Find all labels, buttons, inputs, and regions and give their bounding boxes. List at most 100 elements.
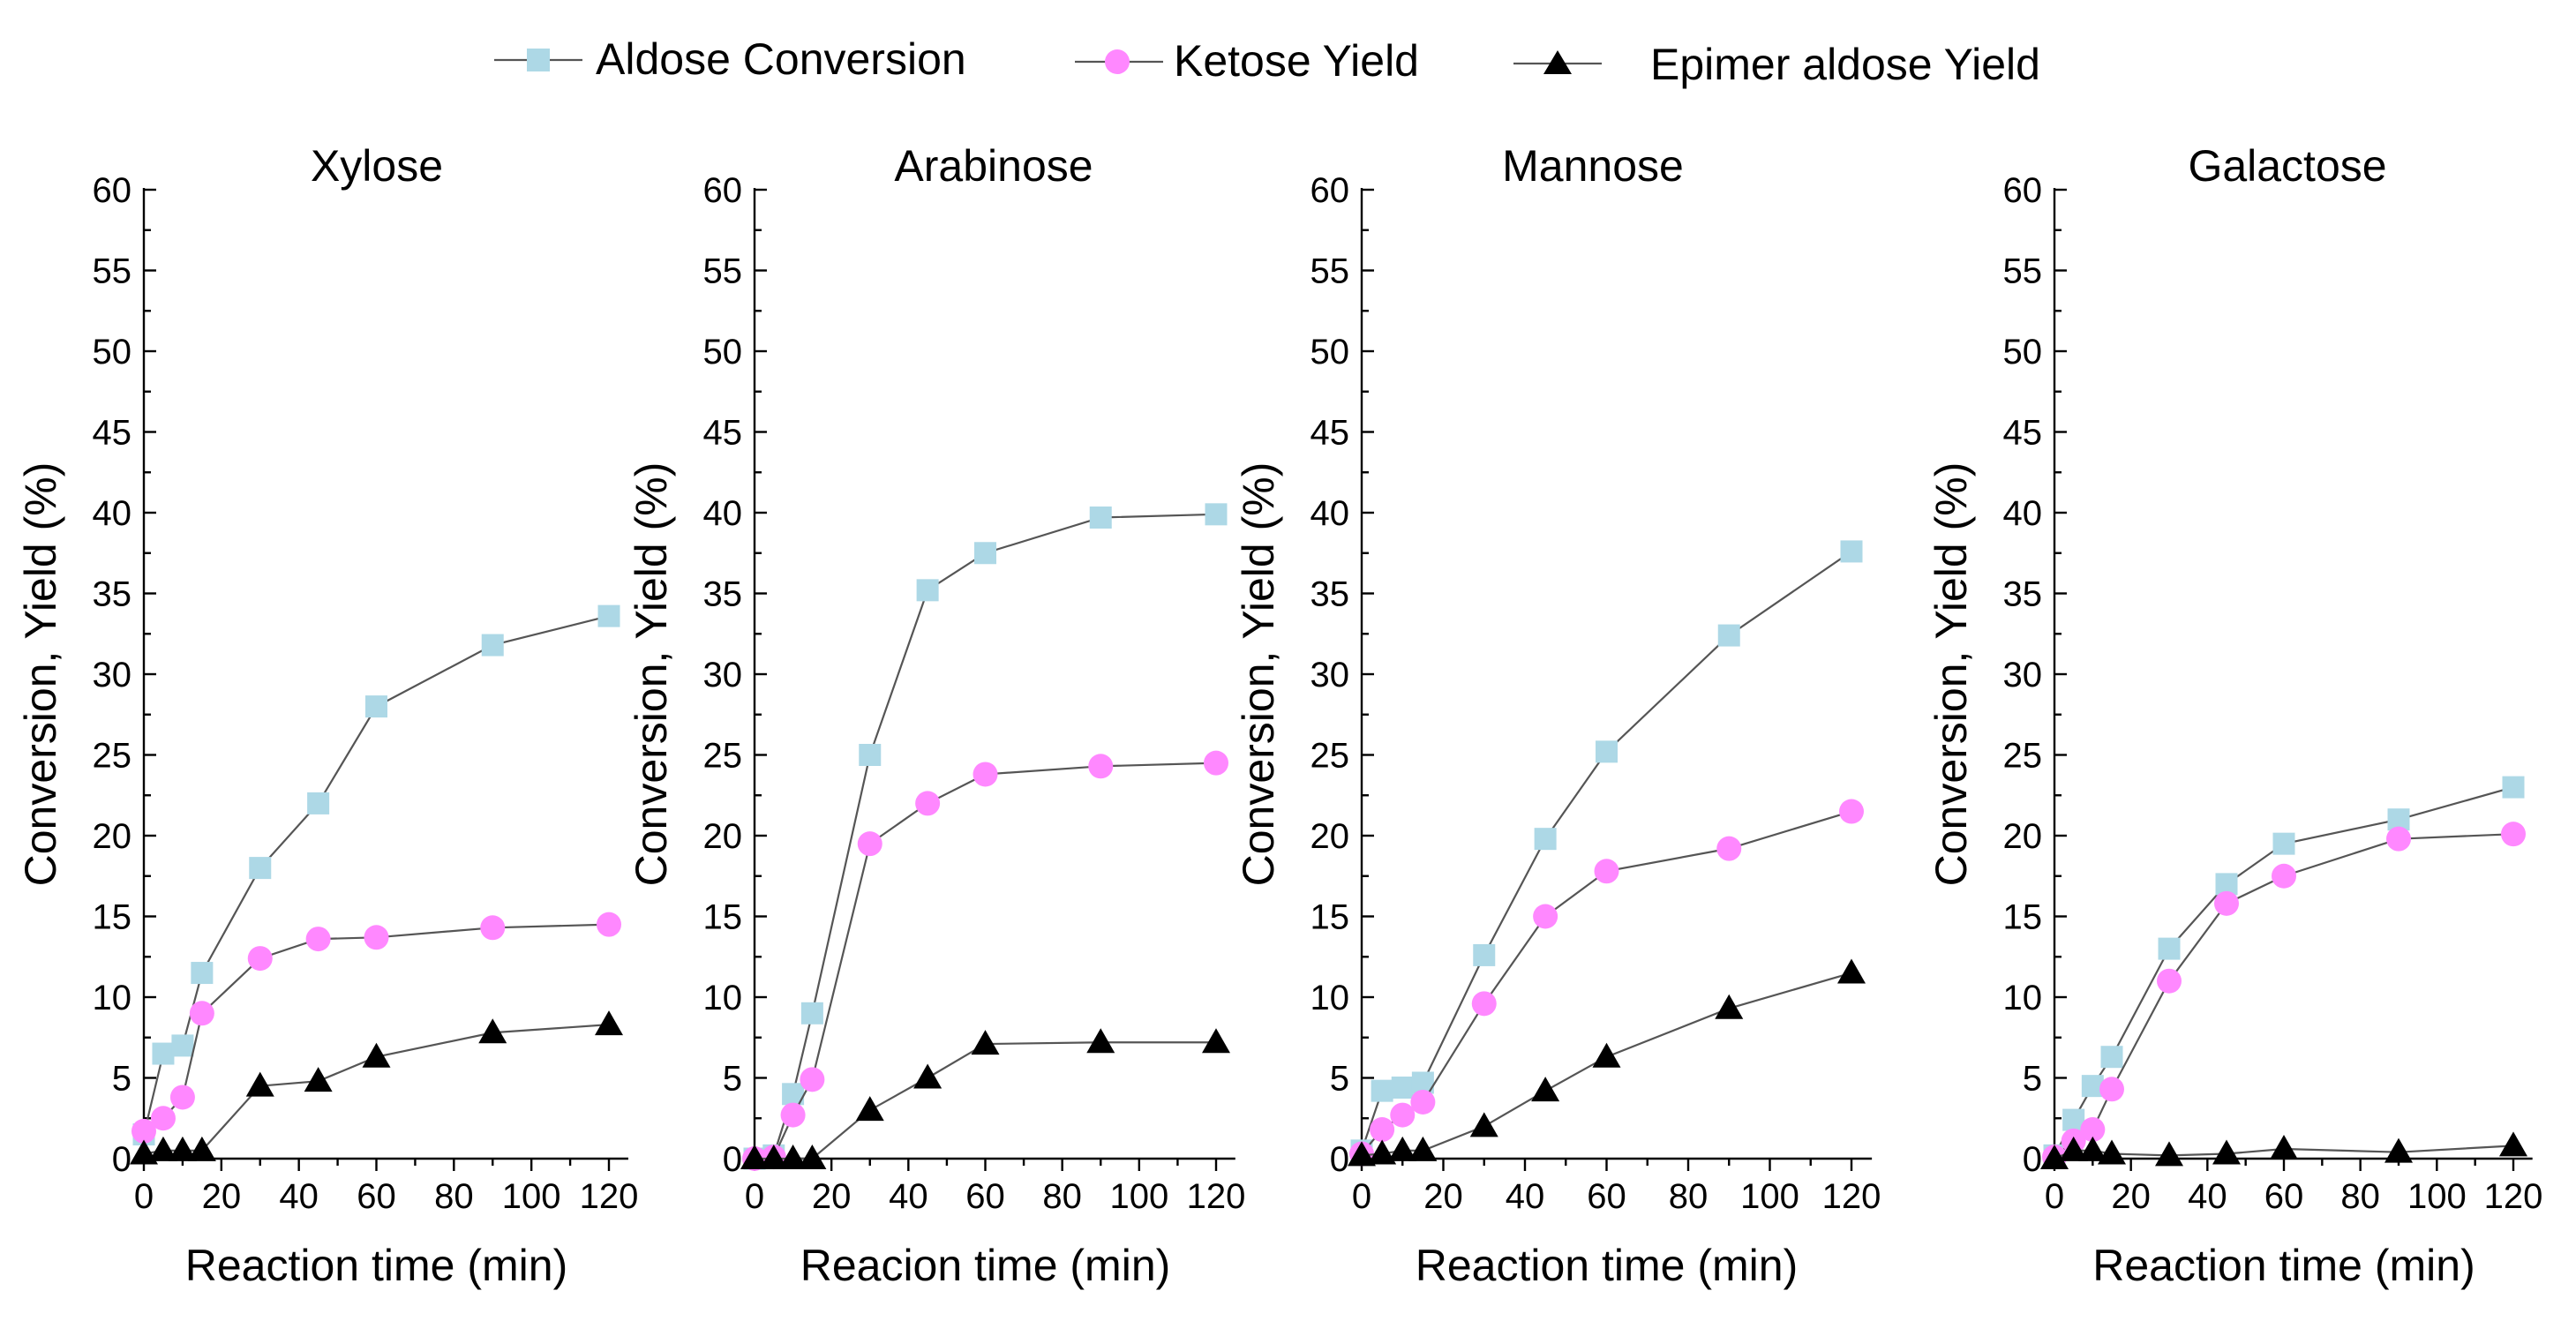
y-axis-label-galactose: Conversion, Yield (%) xyxy=(1926,462,1976,887)
y-tick-label-galactose: 0 xyxy=(2023,1140,2042,1179)
data-point-epimer-aldose-yield xyxy=(1202,1028,1230,1054)
y-tick-label-xylose: 50 xyxy=(93,333,132,372)
data-point-ketose-yield xyxy=(1594,859,1619,884)
data-point-aldose-conversion xyxy=(2158,937,2181,960)
data-point-ketose-yield xyxy=(169,1085,195,1110)
panel-xylose: 0 5 10 15 20 25 30 35 40 45 50 55 60 0 20 40 60 80 100 120 X… xyxy=(16,141,638,1290)
data-point-ketose-yield xyxy=(189,1001,214,1026)
data-point-aldose-conversion xyxy=(1089,506,1112,529)
x-axis-label-galactose: Reaction time (min) xyxy=(2092,1241,2475,1290)
y-tick-label-mannose: 10 xyxy=(1311,979,1350,1017)
data-point-epimer-aldose-yield xyxy=(759,1145,788,1169)
data-point-epimer-aldose-yield xyxy=(798,1145,827,1169)
y-tick-label-arabinose: 45 xyxy=(703,414,743,453)
data-point-epimer-aldose-yield xyxy=(2040,1145,2069,1169)
data-point-aldose-conversion xyxy=(597,604,620,627)
x-tick-label-galactose: 0 xyxy=(2045,1177,2064,1216)
data-point-aldose-conversion xyxy=(1840,540,1863,563)
y-tick-label-arabinose: 15 xyxy=(703,898,743,937)
data-point-aldose-conversion xyxy=(2502,776,2525,799)
data-point-ketose-yield xyxy=(1390,1102,1416,1128)
panel-galactose: 0 5 10 15 20 25 30 35 40 45 50 55 60 0 20 40 60 80 100 120 G… xyxy=(1926,141,2542,1290)
data-point-epimer-aldose-yield xyxy=(2078,1136,2107,1161)
y-tick-label-galactose: 20 xyxy=(2003,817,2043,856)
y-tick-label-arabinose: 25 xyxy=(703,737,743,776)
data-point-ketose-yield xyxy=(1471,991,1497,1017)
data-point-epimer-aldose-yield xyxy=(362,1042,391,1068)
data-point-aldose-conversion xyxy=(365,695,387,718)
y-tick-label-arabinose: 55 xyxy=(703,252,743,291)
y-tick-label-galactose: 45 xyxy=(2003,414,2043,453)
data-point-aldose-conversion xyxy=(859,744,882,766)
data-point-ketose-yield xyxy=(364,925,389,950)
data-point-ketose-yield xyxy=(800,1067,825,1092)
data-point-epimer-aldose-yield xyxy=(148,1136,177,1161)
data-point-ketose-yield xyxy=(1839,799,1864,824)
panel-arabinose: 0 5 10 15 20 25 30 35 40 45 50 55 60 0 20 40 60 80 100 120 A… xyxy=(627,141,1245,1290)
data-point-aldose-conversion xyxy=(800,1002,823,1025)
y-tick-label-mannose: 5 xyxy=(1330,1060,1349,1099)
data-point-aldose-conversion xyxy=(916,579,939,602)
data-point-ketose-yield xyxy=(597,912,621,937)
y-tick-label-galactose: 15 xyxy=(2003,898,2043,937)
data-point-epimer-aldose-yield xyxy=(2384,1137,2413,1163)
data-point-ketose-yield xyxy=(131,1118,156,1144)
series-line-epimer-aldose-yield-arabinose xyxy=(755,1041,1216,1160)
data-point-aldose-conversion xyxy=(171,1034,194,1057)
data-point-epimer-aldose-yield xyxy=(1837,958,1866,984)
x-tick-label-xylose: 80 xyxy=(434,1177,474,1216)
x-tick-label-mannose: 60 xyxy=(1587,1177,1626,1216)
x-tick-label-galactose: 20 xyxy=(2111,1177,2151,1216)
data-point-epimer-aldose-yield xyxy=(595,1010,623,1036)
data-point-epimer-aldose-yield xyxy=(1086,1028,1115,1054)
data-point-epimer-aldose-yield xyxy=(971,1030,1000,1055)
x-tick-label-galactose: 40 xyxy=(2188,1177,2227,1216)
legend-label-aldose-conversion: Aldose Conversion xyxy=(596,34,966,84)
data-point-aldose-conversion xyxy=(2272,832,2295,855)
x-tick-label-xylose: 20 xyxy=(202,1177,242,1216)
data-point-ketose-yield xyxy=(480,915,506,941)
data-point-aldose-conversion xyxy=(1391,1076,1414,1099)
y-tick-label-arabinose: 50 xyxy=(703,333,743,372)
legend-marker-aldose-conversion xyxy=(527,49,550,71)
data-point-epimer-aldose-yield xyxy=(2270,1135,2298,1160)
data-point-aldose-conversion xyxy=(249,857,272,880)
data-point-aldose-conversion xyxy=(1596,740,1618,763)
x-tick-label-galactose: 100 xyxy=(2407,1177,2467,1216)
data-point-aldose-conversion xyxy=(1534,828,1557,851)
data-point-ketose-yield xyxy=(1204,750,1228,776)
y-tick-label-mannose: 35 xyxy=(1311,575,1350,614)
y-axis-label-xylose: Conversion, Yield (%) xyxy=(16,462,65,887)
x-tick-label-galactose: 80 xyxy=(2340,1177,2380,1216)
data-point-ketose-yield xyxy=(1088,754,1114,779)
data-point-epimer-aldose-yield xyxy=(1388,1136,1417,1161)
x-tick-label-galactose: 60 xyxy=(2264,1177,2304,1216)
y-tick-label-mannose: 30 xyxy=(1311,656,1350,694)
data-point-epimer-aldose-yield xyxy=(2499,1131,2527,1157)
x-tick-label-xylose: 0 xyxy=(134,1177,154,1216)
y-tick-label-arabinose: 5 xyxy=(723,1060,742,1099)
y-tick-label-galactose: 35 xyxy=(2003,575,2043,614)
data-point-ketose-yield xyxy=(2501,822,2526,847)
panel-title-galactose: Galactose xyxy=(2188,141,2386,191)
legend-item-aldose-conversion: Aldose Conversion xyxy=(494,34,966,84)
x-axis-label-xylose: Reaction time (min) xyxy=(185,1241,567,1290)
x-tick-label-xylose: 60 xyxy=(357,1177,396,1216)
x-tick-label-arabinose: 40 xyxy=(889,1177,928,1216)
data-point-epimer-aldose-yield xyxy=(1715,994,1744,1019)
data-point-epimer-aldose-yield xyxy=(2155,1141,2183,1167)
y-tick-label-xylose: 35 xyxy=(93,575,132,614)
y-tick-label-arabinose: 30 xyxy=(703,656,743,694)
x-tick-label-arabinose: 20 xyxy=(812,1177,852,1216)
y-tick-label-mannose: 25 xyxy=(1311,737,1350,776)
legend-item-ketose-yield: Ketose Yield xyxy=(1075,36,1419,86)
legend-item-epimer-aldose-yield: Epimer aldose Yield xyxy=(1513,40,2040,89)
y-axis-label-mannose: Conversion, Yield (%) xyxy=(1234,462,1283,887)
data-point-ketose-yield xyxy=(2386,826,2411,852)
data-point-epimer-aldose-yield xyxy=(168,1136,197,1161)
data-point-ketose-yield xyxy=(915,791,941,816)
y-axis-label-arabinose: Conversion, Yield (%) xyxy=(627,462,676,887)
data-point-aldose-conversion xyxy=(1205,503,1228,526)
y-tick-label-mannose: 40 xyxy=(1311,494,1350,533)
data-point-aldose-conversion xyxy=(1473,943,1496,966)
